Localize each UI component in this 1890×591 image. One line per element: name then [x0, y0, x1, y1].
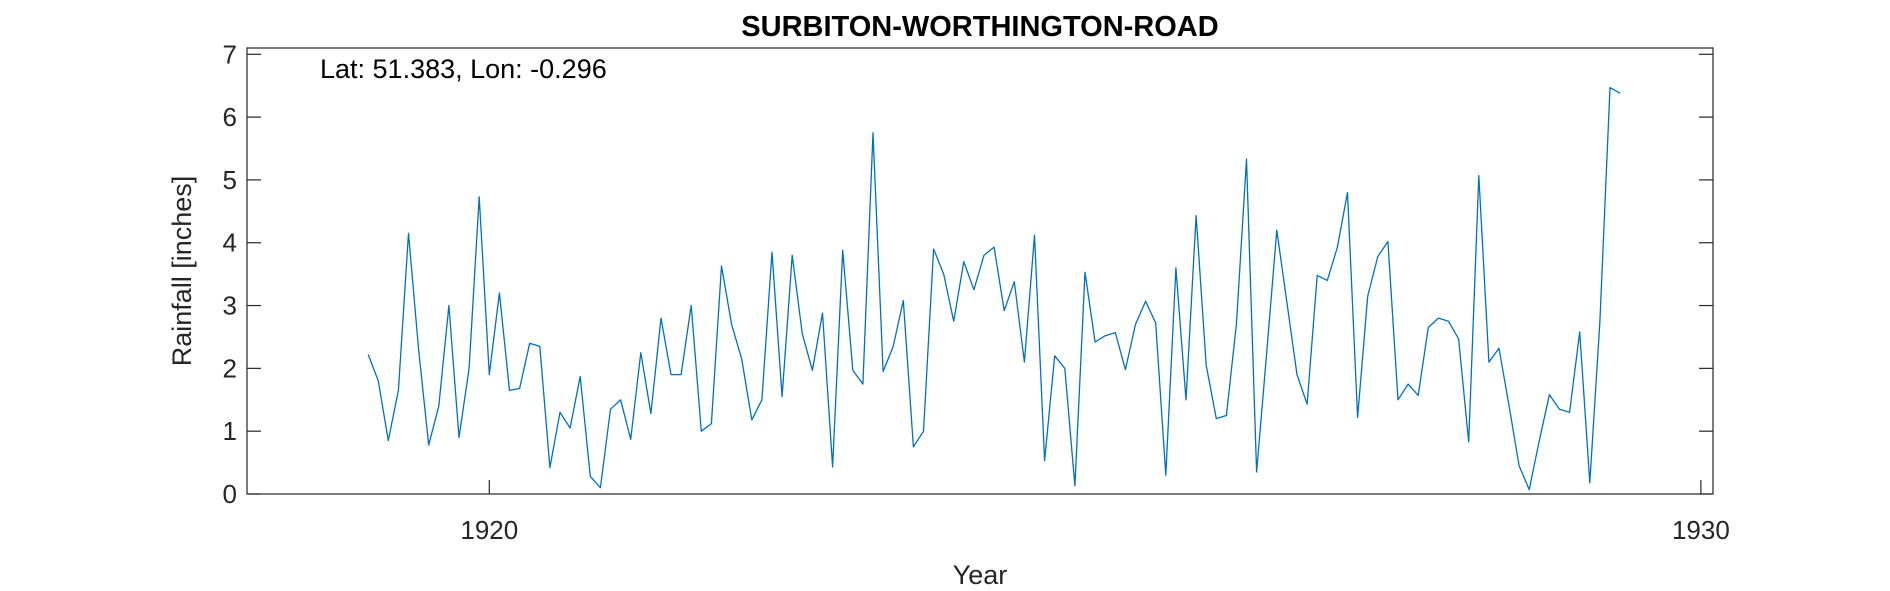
y-tick-label: 3: [223, 291, 237, 321]
y-axis: 0 1 2 3 4 5 6 7: [223, 39, 1713, 509]
y-tick-label: 0: [223, 479, 237, 509]
y-axis-label: Rainfall [inches]: [167, 176, 197, 367]
chart-title: SURBITON-WORTHINGTON-ROAD: [741, 11, 1218, 43]
location-annotation: Lat: 51.383, Lon: -0.296: [320, 54, 607, 84]
y-tick-label: 4: [223, 228, 237, 258]
y-tick-label: 6: [223, 102, 237, 132]
x-axis: 1920 1930: [460, 480, 1730, 545]
x-tick-label: 1920: [460, 515, 518, 545]
y-tick-label: 7: [223, 39, 237, 69]
x-axis-label: Year: [953, 560, 1008, 590]
y-tick-label: 2: [223, 353, 237, 383]
y-tick-label: 5: [223, 165, 237, 195]
rainfall-series-line: [367, 86, 1621, 491]
x-tick-label: 1930: [1672, 515, 1730, 545]
y-tick-label: 1: [223, 416, 237, 446]
plot-area: [246, 47, 1714, 495]
